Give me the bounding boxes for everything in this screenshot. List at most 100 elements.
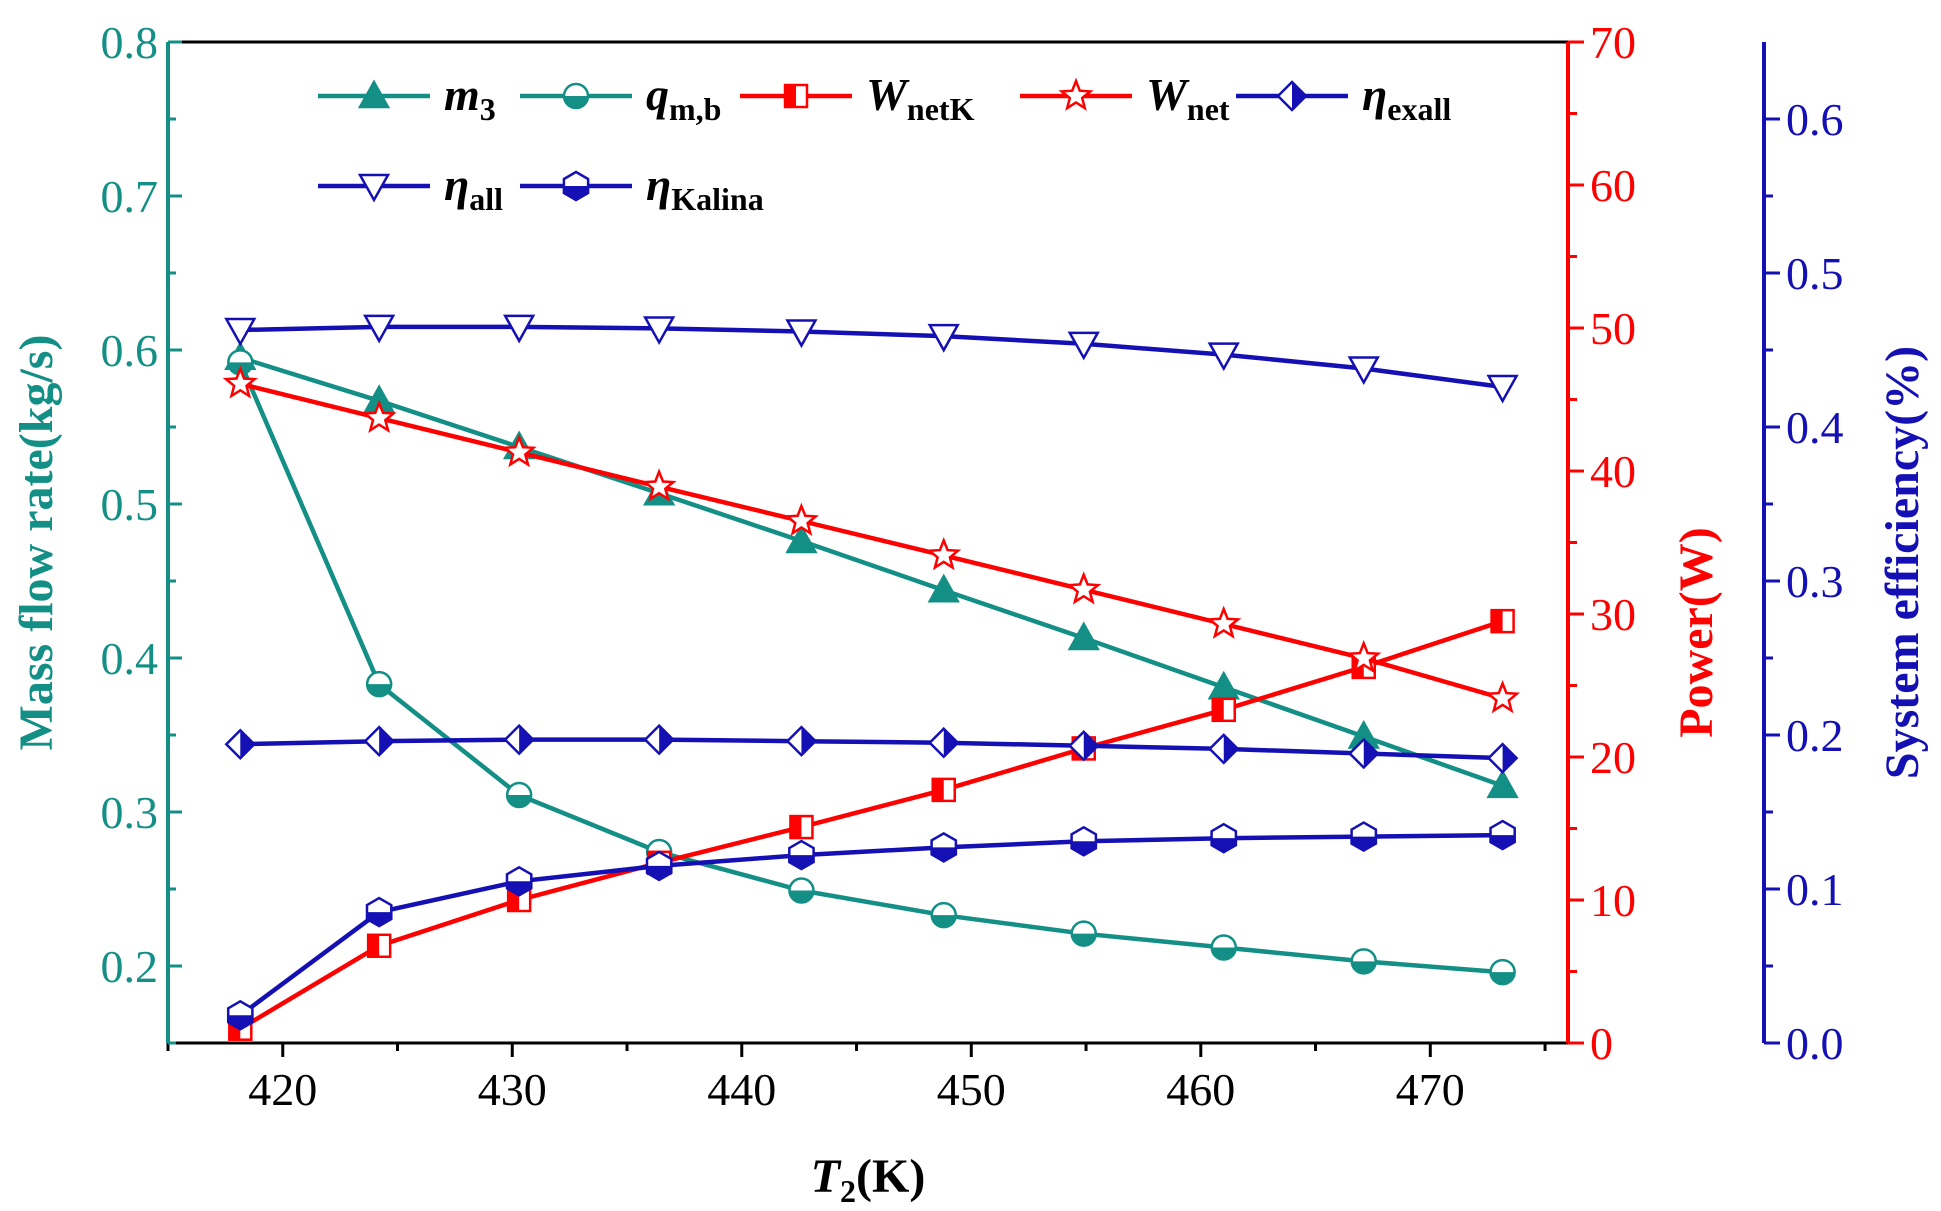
marker-shape bbox=[926, 537, 962, 571]
data-point bbox=[1210, 822, 1238, 854]
marker-fill bbox=[1502, 744, 1517, 773]
data-point bbox=[1207, 342, 1240, 372]
marker-shape bbox=[783, 502, 819, 537]
axes-layer: 420 430 440 450 460 470 T2(K) 0.2 0.3 0.4 0.5 0.6 0.… bbox=[10, 17, 1929, 1209]
legend: m3 qm,b WnetK Wnet ηexall ηall ηKalina bbox=[318, 69, 1451, 217]
efficiency-tick-label: 0.4 bbox=[1786, 402, 1844, 453]
series-line bbox=[239, 381, 1504, 701]
marker-fill bbox=[507, 881, 532, 896]
data-point bbox=[785, 319, 818, 349]
marker-fill bbox=[229, 1017, 241, 1040]
x-tick-label: 450 bbox=[937, 1064, 1006, 1115]
legend-label: ηKalina bbox=[646, 159, 764, 217]
data-point bbox=[1489, 819, 1516, 851]
marker-fill bbox=[1223, 734, 1238, 763]
data-point bbox=[505, 865, 533, 897]
marker-shape bbox=[1347, 356, 1380, 386]
power-tick-label: 70 bbox=[1590, 17, 1636, 68]
marker-shape bbox=[1067, 621, 1100, 651]
data-point bbox=[1206, 605, 1242, 639]
data-point bbox=[363, 314, 396, 344]
left-axis-title: Mass flow rate(kg/s) bbox=[10, 335, 63, 751]
legend-marker bbox=[357, 79, 391, 109]
marker-fill bbox=[368, 934, 380, 957]
marker-shape bbox=[357, 79, 391, 109]
data-point bbox=[643, 723, 675, 756]
efficiency-tick-label: 0.1 bbox=[1786, 864, 1844, 915]
x-tick-label: 420 bbox=[248, 1064, 317, 1115]
data-point bbox=[1067, 621, 1100, 651]
data-point bbox=[785, 524, 818, 554]
marker-fill bbox=[931, 847, 956, 862]
data-point bbox=[1070, 920, 1097, 947]
data-point bbox=[222, 365, 258, 399]
marker-fill bbox=[785, 85, 796, 107]
x-tick-label: 440 bbox=[707, 1064, 776, 1115]
left-tick-label: 0.8 bbox=[101, 17, 159, 68]
marker-fill bbox=[564, 96, 588, 108]
data-point bbox=[1346, 639, 1382, 674]
series-line bbox=[240, 324, 1503, 390]
series-eta-exall bbox=[224, 723, 1519, 774]
efficiency-tick-label: 0.0 bbox=[1786, 1018, 1844, 1069]
data-point bbox=[785, 725, 818, 757]
marker-shape bbox=[224, 317, 257, 347]
marker-fill bbox=[1071, 933, 1096, 946]
data-point bbox=[927, 573, 960, 603]
series-line bbox=[238, 361, 1503, 975]
data-point bbox=[645, 850, 673, 882]
legend-marker bbox=[562, 82, 590, 110]
power-tick-label: 30 bbox=[1590, 589, 1636, 640]
data-point bbox=[501, 433, 537, 468]
data-point bbox=[1490, 608, 1515, 634]
legend-marker bbox=[1058, 77, 1094, 111]
marker-fill bbox=[1071, 841, 1096, 856]
data-point bbox=[1067, 730, 1100, 762]
data-point bbox=[1211, 697, 1236, 723]
legend-marker bbox=[357, 173, 391, 203]
marker-fill bbox=[1490, 972, 1515, 985]
data-point bbox=[1350, 821, 1378, 853]
left-tick-label: 0.6 bbox=[101, 325, 159, 376]
data-point bbox=[366, 933, 392, 959]
power-tick-label: 50 bbox=[1590, 303, 1636, 354]
marker-fill bbox=[932, 778, 944, 801]
data-point bbox=[1210, 934, 1237, 961]
series-m-3 bbox=[224, 341, 1519, 799]
marker-shape bbox=[503, 314, 536, 344]
legend-label: Wnet bbox=[1146, 69, 1230, 127]
marker-shape bbox=[785, 319, 818, 349]
marker-shape bbox=[927, 573, 960, 603]
marker-shape bbox=[501, 433, 537, 468]
data-point bbox=[361, 399, 397, 433]
data-point bbox=[788, 839, 815, 871]
marker-fill bbox=[789, 890, 814, 903]
marker-fill bbox=[943, 728, 958, 757]
marker-fill bbox=[1351, 961, 1376, 974]
marker-shape bbox=[641, 468, 677, 502]
left-tick-label: 0.2 bbox=[101, 941, 159, 992]
data-point bbox=[1347, 737, 1380, 770]
marker-fill bbox=[789, 855, 814, 870]
marker-fill bbox=[228, 1015, 253, 1030]
legend-item: ηexall bbox=[1236, 69, 1451, 127]
data-point bbox=[788, 877, 815, 904]
marker-fill bbox=[659, 725, 674, 754]
series-eta-Kalina bbox=[226, 819, 1516, 1031]
data-point bbox=[641, 468, 677, 502]
data-point bbox=[226, 999, 254, 1031]
marker-fill bbox=[790, 816, 802, 839]
left-tick-label: 0.4 bbox=[101, 633, 159, 684]
series-W-netK bbox=[228, 608, 1515, 1041]
x-tick-label: 430 bbox=[478, 1064, 547, 1115]
marker-fill bbox=[1363, 739, 1378, 768]
power-axis-title: Power(W) bbox=[1670, 527, 1723, 738]
marker-fill bbox=[1211, 947, 1236, 960]
series-eta-all bbox=[224, 314, 1519, 404]
power-tick-label: 10 bbox=[1590, 875, 1636, 926]
efficiency-tick-label: 0.5 bbox=[1786, 248, 1844, 299]
marker-shape bbox=[363, 314, 396, 344]
left-tick-label: 0.7 bbox=[101, 171, 159, 222]
efficiency-tick-label: 0.2 bbox=[1786, 710, 1844, 761]
marker-shape bbox=[1067, 331, 1100, 361]
